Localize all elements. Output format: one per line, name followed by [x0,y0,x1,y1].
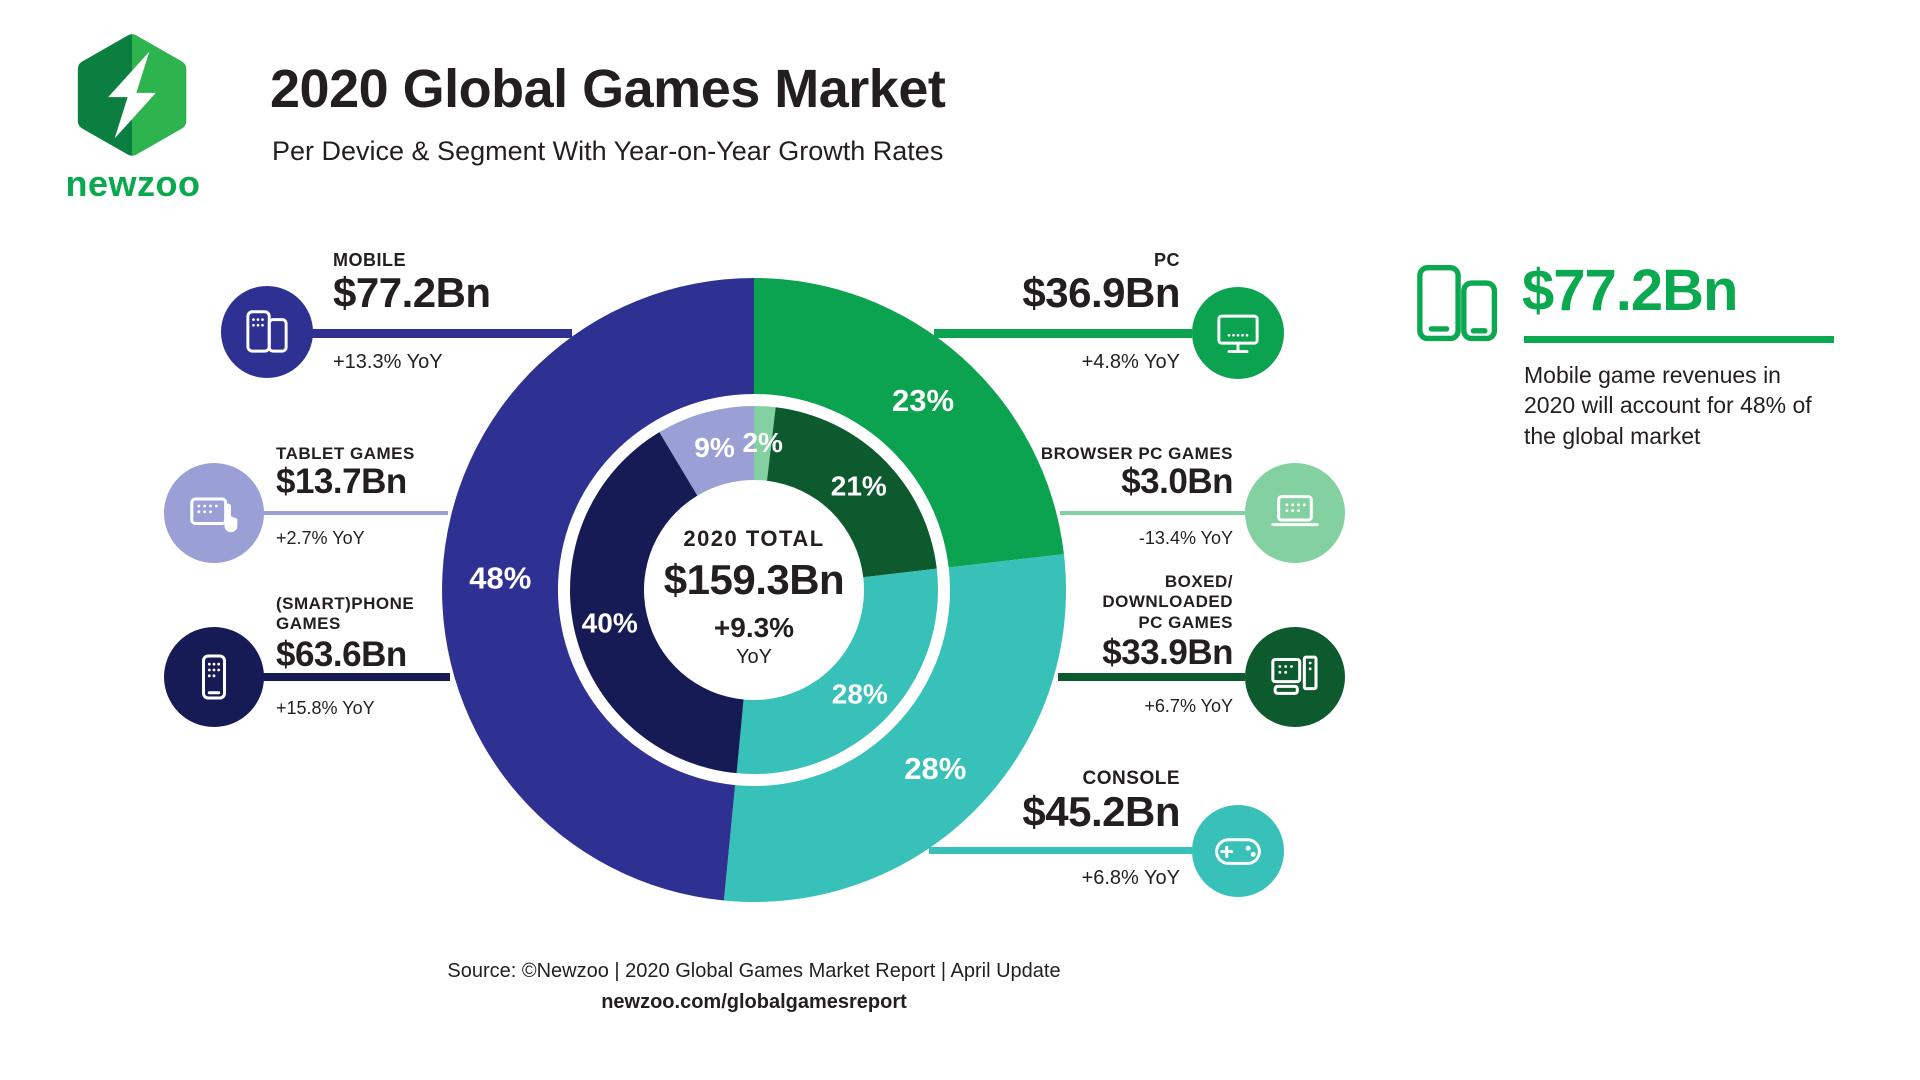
browser-connector-line [1060,511,1245,515]
browser-value: $3.0Bn [1121,462,1233,502]
inner-label-console: 28% [832,678,888,709]
tablet-value: $13.7Bn [276,462,407,502]
footer: Source: ©Newzoo | 2020 Global Games Mark… [404,960,1104,1014]
console-gamepad-icon [1215,838,1261,865]
tablet-connector-line [252,511,448,515]
donut-chart: 23% 28% 48% 2% 21% 28% 40% 9% [442,278,1067,902]
browser-icon-circle [1245,463,1345,563]
donut-center-total: 2020 TOTAL $159.3Bn +9.3% YoY [644,526,864,669]
tablet-label: TABLET GAMES [276,444,415,463]
mobile-value: $77.2Bn [333,269,491,317]
fact-text: Mobile game revenues in 2020 will accoun… [1524,362,1812,449]
outer-segment-mobile [442,278,754,901]
browser-laptop-icon [1271,495,1319,527]
tablet-games-icon [190,497,238,533]
page-title: 2020 Global Games Market [270,59,946,119]
report-url-link[interactable]: newzoo.com/globalgamesreport [601,991,907,1013]
callout-mobile: MOBILE $77.2Bn +13.3% YoY [333,250,593,374]
boxed-desktop-pc-icon [1271,655,1318,695]
newzoo-logo [77,34,187,156]
outer-segment-pc [754,278,1064,568]
browser-yoy: -13.4% YoY [1138,528,1233,549]
console-connector-line [929,847,1192,854]
pc-monitor-icon [1217,314,1259,354]
outer-segment-console [723,554,1067,902]
inner-segment-browser-pc-games [754,406,776,481]
inner-segment-boxed-downloaded-pc-games [766,407,937,578]
callout-browser: BROWSER PC GAMES $3.0Bn -13.4% YoY [1013,444,1234,549]
callout-tablet: TABLET GAMES $13.7Bn +2.7% YoY [276,444,496,549]
inner-segment-smart-phone-games [569,432,744,774]
mobile-connector-line [300,329,572,338]
smartphone-icon-circle [164,627,264,727]
callout-console: CONSOLE $45.2Bn +6.8% YoY [920,768,1180,890]
pc-connector-line [934,329,1192,338]
inner-segment-tablet-games [659,406,754,496]
total-growth: +9.3% [713,612,795,643]
inner-label-browser-pc-games: 2% [742,427,783,458]
outer-label-pc: 23% [892,383,954,418]
callout-smartphone: (SMART)PHONE GAMES $63.6Bn +15.8% YoY [276,594,496,719]
boxed-label: BOXED/ DOWNLOADED PC GAMES [1102,572,1233,632]
tablet-icon-circle [164,463,264,563]
boxed-value: $33.9Bn [1102,633,1233,673]
source-line: Source: ©Newzoo | 2020 Global Games Mark… [447,960,1061,982]
inner-label-tablet-games: 9% [694,432,735,463]
fact-mobile-devices-icon [1417,265,1498,342]
outer-label-console: 28% [904,751,966,786]
console-label: CONSOLE [1082,768,1180,789]
total-label: 2020 TOTAL [683,526,825,551]
total-value: $159.3Bn [663,556,845,603]
boxed-connector-line [1058,673,1245,681]
boxed-yoy: +6.7% YoY [1144,695,1233,716]
console-value: $45.2Bn [1022,788,1180,836]
smartphone-value: $63.6Bn [276,634,407,674]
console-icon-circle [1192,805,1284,897]
mobile-devices-icon [246,310,288,353]
inner-label-smart-phone-games: 40% [582,608,638,639]
callout-boxed: BOXED/ DOWNLOADED PC GAMES $33.9Bn +6.7%… [1013,572,1233,717]
smartphone-connector-line [252,673,450,681]
smartphone-games-icon [201,654,227,700]
callout-pc: PC $36.9Bn +4.8% YoY [920,250,1180,374]
pc-yoy: +4.8% YoY [1081,351,1180,374]
newzoo-wordmark: newzoo [65,163,201,204]
tablet-yoy: +2.7% YoY [276,528,365,549]
total-growth-suffix: YoY [736,646,772,668]
mobile-icon-circle [221,286,313,378]
smartphone-label: (SMART)PHONE GAMES [276,594,415,634]
boxed-icon-circle [1245,627,1345,727]
browser-label: BROWSER PC GAMES [1040,444,1233,463]
outer-label-mobile: 48% [469,561,531,596]
console-yoy: +6.8% YoY [1081,866,1180,889]
pc-label: PC [1153,250,1180,270]
fact-value: $77.2Bn [1522,258,1738,323]
mobile-yoy: +13.3% YoY [333,351,443,374]
fact-underline-bar [1524,336,1834,343]
page-subtitle: Per Device & Segment With Year-on-Year G… [272,136,944,166]
mobile-label: MOBILE [333,250,406,270]
inner-label-boxed-downloaded-pc-games: 21% [831,470,887,501]
pc-icon-circle [1192,287,1284,379]
inner-segment-console [736,568,939,775]
smartphone-yoy: +15.8% YoY [276,697,375,718]
pc-value: $36.9Bn [1022,269,1180,317]
